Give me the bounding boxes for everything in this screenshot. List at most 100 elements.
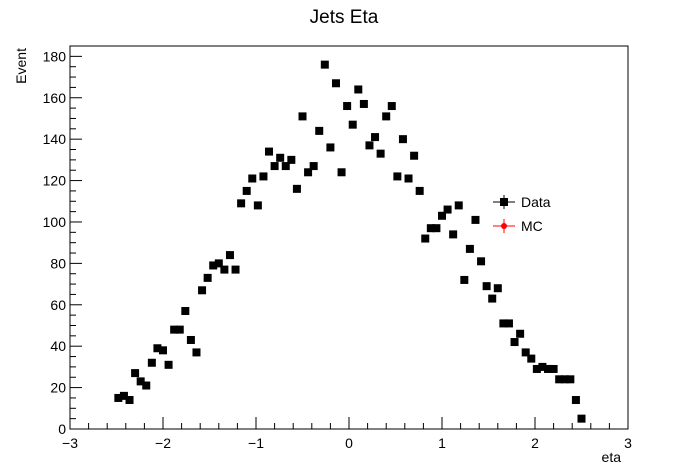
data-point xyxy=(549,364,558,373)
data-point xyxy=(471,215,480,224)
data-point xyxy=(242,186,251,195)
data-point xyxy=(527,354,536,363)
data-point xyxy=(237,199,246,208)
data-point xyxy=(398,135,407,144)
data-point xyxy=(438,211,446,220)
data-point xyxy=(371,133,380,142)
data-point xyxy=(170,325,179,334)
y-axis xyxy=(70,45,82,430)
data-point xyxy=(493,284,502,293)
data-point xyxy=(281,162,290,171)
y-tick-label: 140 xyxy=(43,131,67,147)
data-point xyxy=(136,377,145,386)
y-tick-label: 80 xyxy=(50,255,66,271)
data-point xyxy=(337,168,346,177)
data-point xyxy=(225,251,234,260)
data-point xyxy=(571,396,580,405)
y-tick-label: 180 xyxy=(43,48,67,64)
data-point xyxy=(186,335,195,344)
data-point xyxy=(304,168,313,177)
data-point xyxy=(248,174,257,183)
x-tick-label: −2 xyxy=(155,435,171,451)
data-point xyxy=(477,257,486,266)
y-tick-label: 20 xyxy=(50,380,66,396)
data-point xyxy=(343,102,352,111)
x-axis-title: eta xyxy=(602,449,622,465)
data-point xyxy=(488,294,497,303)
data-point xyxy=(421,234,430,243)
data-point xyxy=(192,348,201,357)
data-point xyxy=(220,265,229,274)
data-series-points xyxy=(114,60,586,423)
x-tick-label: 2 xyxy=(531,435,539,451)
x-tick-label: −1 xyxy=(248,435,264,451)
data-point xyxy=(465,244,474,253)
data-point xyxy=(354,85,363,94)
data-point xyxy=(560,375,569,384)
data-point xyxy=(532,364,541,373)
data-point xyxy=(510,338,519,347)
y-tick-label: 0 xyxy=(58,421,66,437)
data-point xyxy=(147,358,156,367)
data-point xyxy=(298,112,307,121)
data-point xyxy=(131,369,140,378)
data-point xyxy=(376,149,385,158)
data-point xyxy=(499,319,508,328)
data-point xyxy=(538,362,547,371)
data-point xyxy=(426,224,435,233)
y-tick-label: 160 xyxy=(43,90,67,106)
data-point xyxy=(309,162,318,171)
data-point xyxy=(387,102,396,111)
data-point xyxy=(577,414,586,423)
data-point xyxy=(203,273,212,282)
legend-item-mc: MC xyxy=(493,218,543,234)
data-point xyxy=(415,186,424,195)
data-point xyxy=(125,396,134,405)
data-point xyxy=(443,205,452,214)
data-point xyxy=(359,99,368,108)
data-point xyxy=(516,329,525,338)
x-tick-labels: −3 −2 −1 0 1 2 3 xyxy=(62,435,632,451)
data-point xyxy=(432,224,441,233)
data-point xyxy=(454,201,463,210)
data-point xyxy=(142,381,151,390)
data-point xyxy=(159,346,167,355)
data-point xyxy=(292,184,301,193)
legend-mc-marker xyxy=(501,223,507,229)
data-point xyxy=(315,126,324,135)
data-point xyxy=(331,79,340,88)
data-point xyxy=(326,143,335,152)
y-tick-labels: 0 20 40 60 80 100 120 140 160 180 xyxy=(43,48,67,437)
data-point xyxy=(404,174,413,183)
data-point xyxy=(209,261,218,270)
y-tick-label: 40 xyxy=(50,338,66,354)
data-point xyxy=(521,348,530,357)
y-tick-label: 100 xyxy=(43,214,67,230)
chart-title: Jets Eta xyxy=(310,7,379,28)
data-point xyxy=(164,360,173,369)
x-tick-label: 1 xyxy=(438,435,446,451)
data-point xyxy=(482,282,491,291)
data-point xyxy=(181,306,190,315)
data-point xyxy=(287,155,296,164)
x-tick-label: −3 xyxy=(62,435,78,451)
data-point xyxy=(175,325,184,334)
data-point xyxy=(449,230,458,239)
legend-data-label: Data xyxy=(521,194,551,210)
data-point xyxy=(198,286,207,295)
y-tick-label: 120 xyxy=(43,173,67,189)
legend-data-marker xyxy=(500,198,508,206)
y-axis-title: Event xyxy=(13,48,29,84)
data-point xyxy=(270,162,279,171)
data-point xyxy=(320,60,329,69)
data-point xyxy=(276,153,285,162)
data-point xyxy=(259,172,268,181)
x-tick-label: 3 xyxy=(624,435,632,451)
data-point xyxy=(504,319,513,328)
data-point xyxy=(410,151,419,160)
x-axis xyxy=(69,417,629,429)
data-point xyxy=(214,259,223,268)
y-tick-label: 60 xyxy=(50,297,66,313)
data-point xyxy=(153,344,162,353)
